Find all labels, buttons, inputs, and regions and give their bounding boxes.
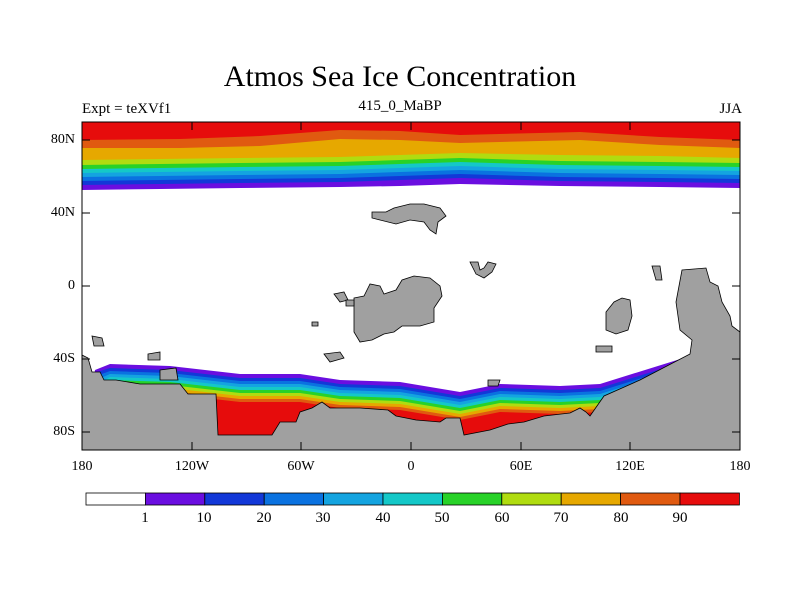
y-tick-label-0: 0: [68, 278, 75, 293]
y-tick-label-40S: 40S: [53, 351, 75, 366]
period-label: 415_0_MaBP: [358, 98, 442, 114]
colorbar-box-5: [382, 492, 443, 506]
y-tick-label-40N: 40N: [50, 205, 75, 220]
land-masses: [82, 203, 740, 450]
experiment-label: Expt = teXVf1: [82, 101, 172, 117]
colorbar-box-8: [560, 492, 622, 506]
colorbar-label-40: 40: [375, 510, 391, 526]
x-tick-label-60W: 60W: [287, 459, 315, 474]
colorbar-box-10: [679, 492, 740, 506]
colorbar-box-0: [85, 492, 146, 506]
land-small-west-6: [147, 351, 161, 361]
land-small-west-3: [311, 321, 319, 327]
land-small-north-1: [469, 261, 497, 279]
y-tick-label-80S: 80S: [53, 424, 75, 439]
land-small-north-2: [651, 265, 663, 281]
arctic-sea-ice: [82, 122, 740, 190]
arctic-band-max: [82, 122, 740, 140]
colorbar-label-1: 1: [141, 510, 149, 526]
colorbar-box-2: [204, 492, 265, 506]
land-small-south-2: [487, 379, 501, 387]
y-tick-label-80N: 80N: [50, 132, 75, 147]
y-axis-ticks: [82, 139, 740, 433]
map-plot-area: [82, 122, 740, 450]
colorbar-box-1: [144, 492, 206, 506]
colorbar-label-80: 80: [613, 510, 629, 526]
land-north-island: [371, 203, 447, 235]
colorbar-box-9: [620, 492, 681, 506]
colorbar-box-3: [263, 492, 325, 506]
x-tick-label-60E: 60E: [509, 459, 533, 474]
land-east-island: [605, 297, 633, 335]
colorbar-label-20: 20: [256, 510, 272, 526]
colorbar-label-60: 60: [494, 510, 510, 526]
colorbar: [85, 492, 740, 506]
land-small-east-1: [595, 345, 613, 353]
x-tick-label-180W: 180: [71, 459, 93, 474]
x-tick-label-120W: 120W: [174, 459, 210, 474]
colorbar-label-10: 10: [196, 510, 212, 526]
land-small-west-4: [323, 351, 345, 363]
colorbar-box-7: [501, 492, 562, 506]
x-tick-label-0: 0: [407, 459, 415, 474]
land-small-west-2: [345, 299, 355, 307]
land-small-south-1: [159, 367, 179, 381]
season-label: JJA: [719, 101, 742, 117]
x-axis-ticks: [191, 122, 631, 450]
colorbar-label-70: 70: [553, 510, 569, 526]
colorbar-box-4: [323, 492, 384, 506]
land-south-continent: [82, 267, 740, 450]
colorbar-label-90: 90: [672, 510, 688, 526]
colorbar-label-30: 30: [315, 510, 331, 526]
land-central-continent: [353, 275, 443, 343]
land-small-west-5: [91, 335, 105, 347]
x-tick-label-180E: 180: [729, 459, 751, 474]
map-title: Atmos Sea Ice Concentration: [223, 60, 577, 93]
colorbar-label-50: 50: [434, 510, 450, 526]
x-tick-label-120E: 120E: [615, 459, 645, 474]
colorbar-box-6: [441, 492, 503, 506]
